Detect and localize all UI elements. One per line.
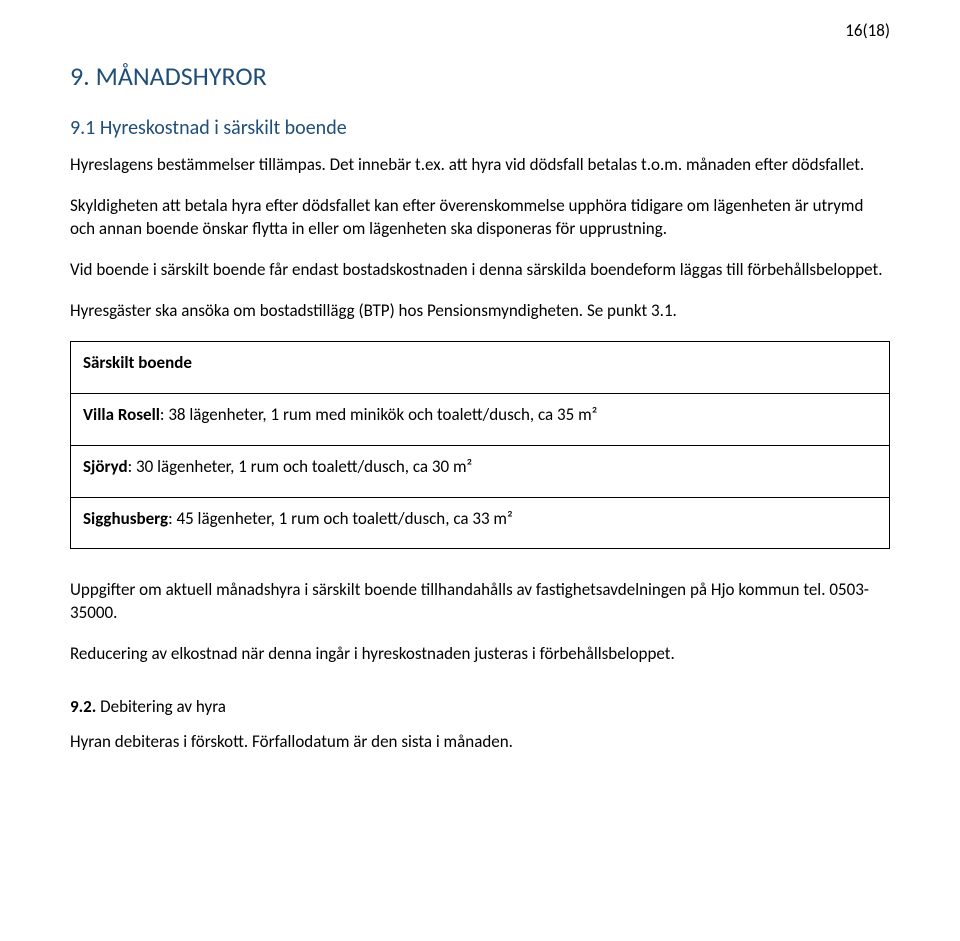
facility-details: : 45 lägenheter, 1 rum och toalett/dusch… — [168, 508, 513, 529]
table-cell-sigghusberg: Sigghusberg: 45 lägenheter, 1 rum och to… — [71, 497, 890, 549]
table-cell-sjoryd: Sjöryd: 30 lägenheter, 1 rum och toalett… — [71, 445, 890, 497]
table-row: Sjöryd: 30 lägenheter, 1 rum och toalett… — [71, 445, 890, 497]
table-row: Särskilt boende — [71, 341, 890, 393]
facility-name: Sjöryd — [83, 456, 128, 477]
table-row: Villa Rosell: 38 lägenheter, 1 rum med m… — [71, 393, 890, 445]
paragraph-5: Uppgifter om aktuell månadshyra i särski… — [70, 579, 890, 625]
facility-details: : 30 lägenheter, 1 rum och toalett/dusch… — [128, 456, 473, 477]
table-row: Sigghusberg: 45 lägenheter, 1 rum och to… — [71, 497, 890, 549]
paragraph-4: Hyresgäster ska ansöka om bostadstillägg… — [70, 300, 890, 323]
table-cell-villa-rosell: Villa Rosell: 38 lägenheter, 1 rum med m… — [71, 393, 890, 445]
paragraph-7: Hyran debiteras i förskott. Förfallodatu… — [70, 731, 890, 754]
paragraph-1: Hyreslagens bestämmelser tillämpas. Det … — [70, 154, 890, 177]
facility-name: Sigghusberg — [83, 508, 168, 529]
subsection-9-1-title: 9.1 Hyreskostnad i särskilt boende — [70, 116, 890, 140]
paragraph-3: Vid boende i särskilt boende får endast … — [70, 259, 890, 282]
table-header-cell: Särskilt boende — [71, 341, 890, 393]
page-number: 16(18) — [845, 20, 890, 41]
document-page: 16(18) 9. MÅNADSHYROR 9.1 Hyreskostnad i… — [0, 0, 960, 941]
facility-details: : 38 lägenheter, 1 rum med minikök och t… — [160, 404, 597, 425]
subsection-label: Debitering av hyra — [96, 696, 226, 717]
paragraph-6: Reducering av elkostnad när denna ingår … — [70, 643, 890, 666]
subsection-number: 9.2. — [70, 696, 96, 717]
sarskilt-boende-table: Särskilt boende Villa Rosell: 38 lägenhe… — [70, 341, 890, 550]
section-9-title: 9. MÅNADSHYROR — [70, 60, 890, 92]
paragraph-2: Skyldigheten att betala hyra efter dödsf… — [70, 195, 890, 241]
facility-name: Villa Rosell — [83, 404, 160, 425]
subsection-9-2-title: 9.2. Debitering av hyra — [70, 696, 890, 717]
